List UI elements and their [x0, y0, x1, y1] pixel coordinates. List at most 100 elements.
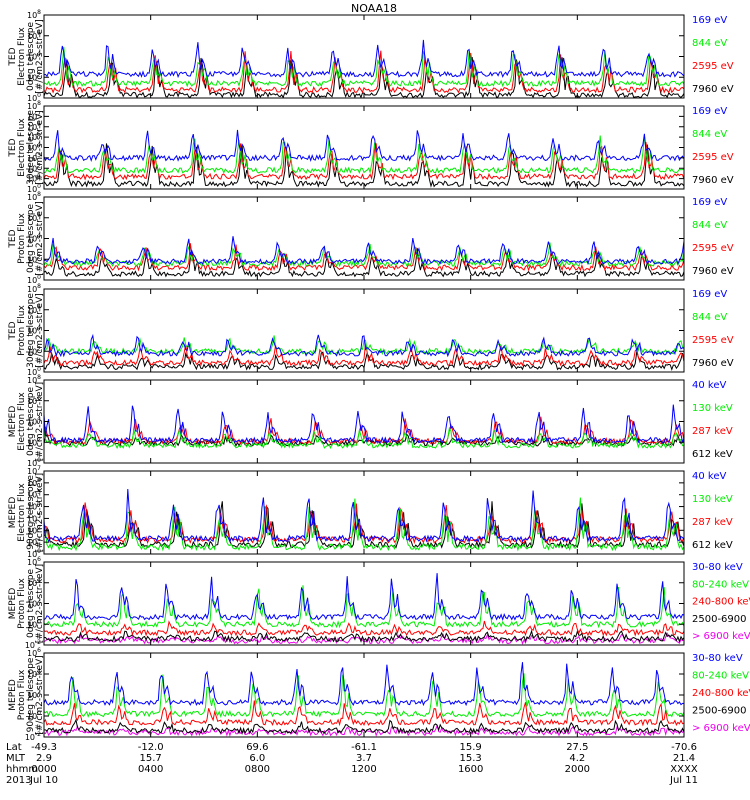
traces — [44, 573, 684, 645]
y-tick-exponent: 0 — [37, 274, 41, 281]
y-tick-exponent: 4 — [37, 501, 41, 508]
series-trace-4 — [44, 673, 684, 719]
y-tick-exponent: 4 — [37, 233, 41, 240]
y-tick-label: 100 — [27, 548, 41, 559]
y-tick-exponent: 6 — [37, 556, 41, 563]
y-axis-label-line: Proton Flux — [17, 669, 27, 720]
y-tick-label: 101 — [27, 173, 41, 184]
series-trace-1 — [44, 248, 684, 278]
y-tick-exponent: 4 — [37, 577, 41, 584]
y-axis-label-line: Electron Flux — [17, 392, 27, 451]
y-axis-label-line: [#/cm2-s-str-eV] — [35, 19, 45, 94]
y-tick-label: 102 — [27, 253, 41, 264]
y-axis-label-line: [#/cm2-s-str-keV] — [35, 655, 45, 734]
y-tick-exponent: 2 — [37, 162, 41, 169]
series-trace-3 — [44, 242, 684, 268]
y-tick-exponent: 6 — [37, 647, 41, 654]
legend-entry: 240-800 keV — [692, 597, 750, 608]
y-axis-label-line: 30deg telescope — [26, 293, 36, 368]
series-trace-3 — [44, 134, 684, 175]
series-trace-4 — [44, 333, 684, 358]
legend-entry: 169 eV — [692, 106, 727, 117]
footer-tick-value: 69.6 — [246, 742, 268, 753]
legend-entry: 30-80 keV — [692, 562, 743, 573]
legend-entry: 844 eV — [692, 129, 727, 140]
y-axis-label-line: MEPED — [8, 588, 18, 620]
y-tick-label: 106 — [27, 395, 41, 406]
legend-entry: 169 eV — [692, 15, 727, 26]
legend-entry: 130 keV — [692, 494, 733, 505]
footer-tick-value: Jul 10 — [29, 775, 58, 786]
legend-entry: 30-80 keV — [692, 653, 743, 664]
legend-entry: 7960 eV — [692, 266, 734, 277]
y-tick-label: 104 — [27, 233, 41, 244]
y-tick-exponent: 0 — [37, 183, 41, 190]
y-tick-label: 100 — [27, 183, 41, 194]
y-axis-label-line: [#/cm2-s-str-eV] — [35, 110, 45, 185]
legend-entry: 844 eV — [692, 38, 727, 49]
y-tick-exponent: 2 — [37, 436, 41, 443]
y-axis-label-line: TED — [8, 47, 18, 66]
y-axis-label-line: Electron Flux — [17, 483, 27, 542]
footer-tick-value: 3.7 — [356, 753, 372, 764]
legend-entry: 2595 eV — [692, 243, 734, 254]
y-axis-label-line: [#/cm2-s-str-keV] — [35, 473, 45, 552]
series-trace-5 — [44, 573, 684, 622]
y-axis-label-line: 30deg telescope — [26, 110, 36, 185]
y-tick-exponent: -2 — [35, 639, 41, 646]
legend-entry: 287 keV — [692, 426, 733, 437]
y-tick-label: 10-2 — [25, 731, 41, 742]
series-trace-3 — [44, 700, 684, 727]
series-trace-2 — [44, 343, 684, 367]
y-axis-label-line: 0deg telescope — [26, 387, 36, 457]
legend-entry: 169 eV — [692, 289, 727, 300]
legend-entry: 40 keV — [692, 471, 726, 482]
y-tick-label: 102 — [27, 345, 41, 356]
legend-entry: 169 eV — [692, 197, 727, 208]
y-tick-label: 100 — [27, 457, 41, 468]
y-axis-label-line: 0deg telescope — [26, 22, 36, 92]
y-tick-exponent: 4 — [37, 142, 41, 149]
legend-entry: 7960 eV — [692, 358, 734, 369]
y-tick-label: 108 — [27, 374, 41, 385]
y-axis-label-line: TED — [8, 138, 18, 157]
footer-tick-value: 27.5 — [566, 742, 588, 753]
footer-row-label: hhmm — [6, 764, 38, 775]
legend-entry: 612 keV — [692, 449, 733, 460]
footer-tick-value: 0400 — [138, 764, 163, 775]
y-tick-exponent: 6 — [37, 30, 41, 37]
y-tick-exponent: 7 — [37, 110, 41, 117]
y-tick-exponent: 0 — [37, 92, 41, 99]
y-tick-label: 104 — [27, 668, 41, 679]
legend-entry: 240-800 keV — [692, 688, 750, 699]
y-tick-label: 107 — [27, 110, 41, 121]
y-tick-label: 103 — [27, 512, 41, 523]
legend-entry: 2500-6900 — [692, 706, 747, 717]
footer-row-label: Lat — [6, 742, 22, 753]
series-trace-4 — [44, 404, 684, 445]
legend-entry: 7960 eV — [692, 175, 734, 186]
y-tick-exponent: 6 — [37, 121, 41, 128]
y-tick-label: 102 — [27, 436, 41, 447]
y-axis-label-line: MEPED — [8, 497, 18, 529]
footer-tick-value: 2000 — [565, 764, 590, 775]
legend-entry: > 6900 keV — [692, 631, 750, 642]
footer-tick-value: Jul 11 — [669, 775, 698, 786]
legend-entry: 2595 eV — [692, 61, 734, 72]
traces — [44, 488, 684, 552]
series-trace-3 — [44, 497, 684, 552]
y-tick-exponent: 5 — [37, 131, 41, 138]
footer-tick-value: 15.7 — [140, 753, 162, 764]
series-trace-3 — [44, 335, 684, 356]
y-axis-label: MEPEDElectron Flux90deg telescope[#/cm2-… — [8, 473, 45, 552]
series-trace-4 — [44, 236, 684, 266]
y-tick-label: 106 — [27, 647, 41, 658]
y-tick-exponent: 0 — [37, 366, 41, 373]
y-tick-exponent: 8 — [37, 9, 41, 16]
y-tick-label: 106 — [27, 212, 41, 223]
